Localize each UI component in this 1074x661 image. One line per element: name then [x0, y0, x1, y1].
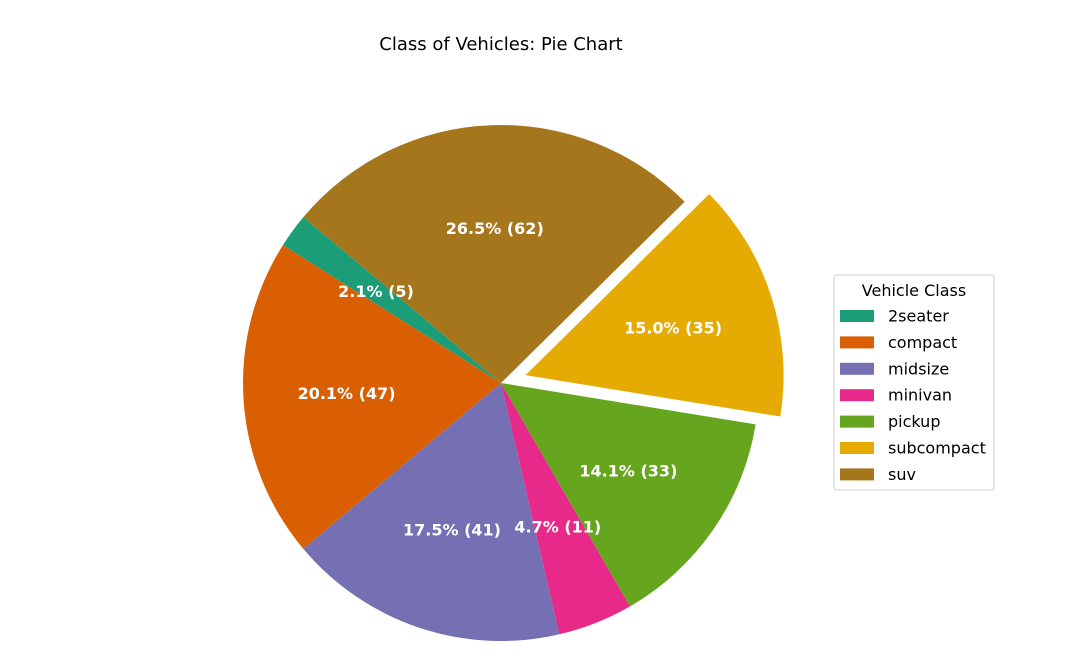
- legend: Vehicle Class 2seater compact midsize miniv…: [833, 274, 995, 491]
- chart-title: Class of Vehicles: Pie Chart: [379, 34, 622, 55]
- slice-label-minivan: 4.7% (11): [514, 517, 601, 536]
- slice-label-pickup: 14.1% (33): [579, 461, 677, 480]
- slice-label-suv: 26.5% (62): [446, 219, 544, 238]
- legend-label-2seater: 2seater: [888, 307, 949, 326]
- pie-slice-minivan: [501, 383, 630, 635]
- pie-slice-midsize: [303, 383, 560, 641]
- pie-slice-labels: 2.1% (5) 20.1% (47) 17.5% (41) 4.7% (11) 14.…: [298, 219, 722, 540]
- legend-swatch-subcompact: [840, 442, 874, 454]
- pie-slice-pickup: [501, 383, 756, 607]
- pie-slice-compact: [243, 245, 501, 549]
- pie-slices: [243, 125, 784, 641]
- legend-label-minivan: minivan: [888, 386, 952, 405]
- pie-slice-2seater: [282, 217, 501, 383]
- legend-swatch-2seater: [840, 310, 874, 322]
- slice-label-compact: 20.1% (47): [298, 384, 396, 403]
- slice-label-midsize: 17.5% (41): [403, 520, 501, 539]
- pie-slice-suv: [303, 125, 685, 384]
- legend-label-suv: suv: [888, 465, 916, 484]
- legend-swatch-midsize: [840, 362, 874, 375]
- slice-label-2seater: 2.1% (5): [338, 282, 414, 301]
- legend-label-pickup: pickup: [888, 412, 940, 431]
- legend-title: Vehicle Class: [862, 281, 966, 300]
- legend-label-midsize: midsize: [888, 359, 949, 378]
- legend-frame: [833, 274, 995, 491]
- legend-swatch-compact: [840, 336, 874, 349]
- legend-label-subcompact: subcompact: [888, 439, 986, 458]
- slice-label-subcompact: 15.0% (35): [624, 319, 722, 338]
- legend-swatch-pickup: [840, 415, 874, 428]
- legend-label-compact: compact: [888, 333, 957, 352]
- legend-swatch-suv: [840, 468, 874, 481]
- legend-swatch-minivan: [840, 389, 874, 402]
- pie-slice-subcompact: [525, 193, 784, 417]
